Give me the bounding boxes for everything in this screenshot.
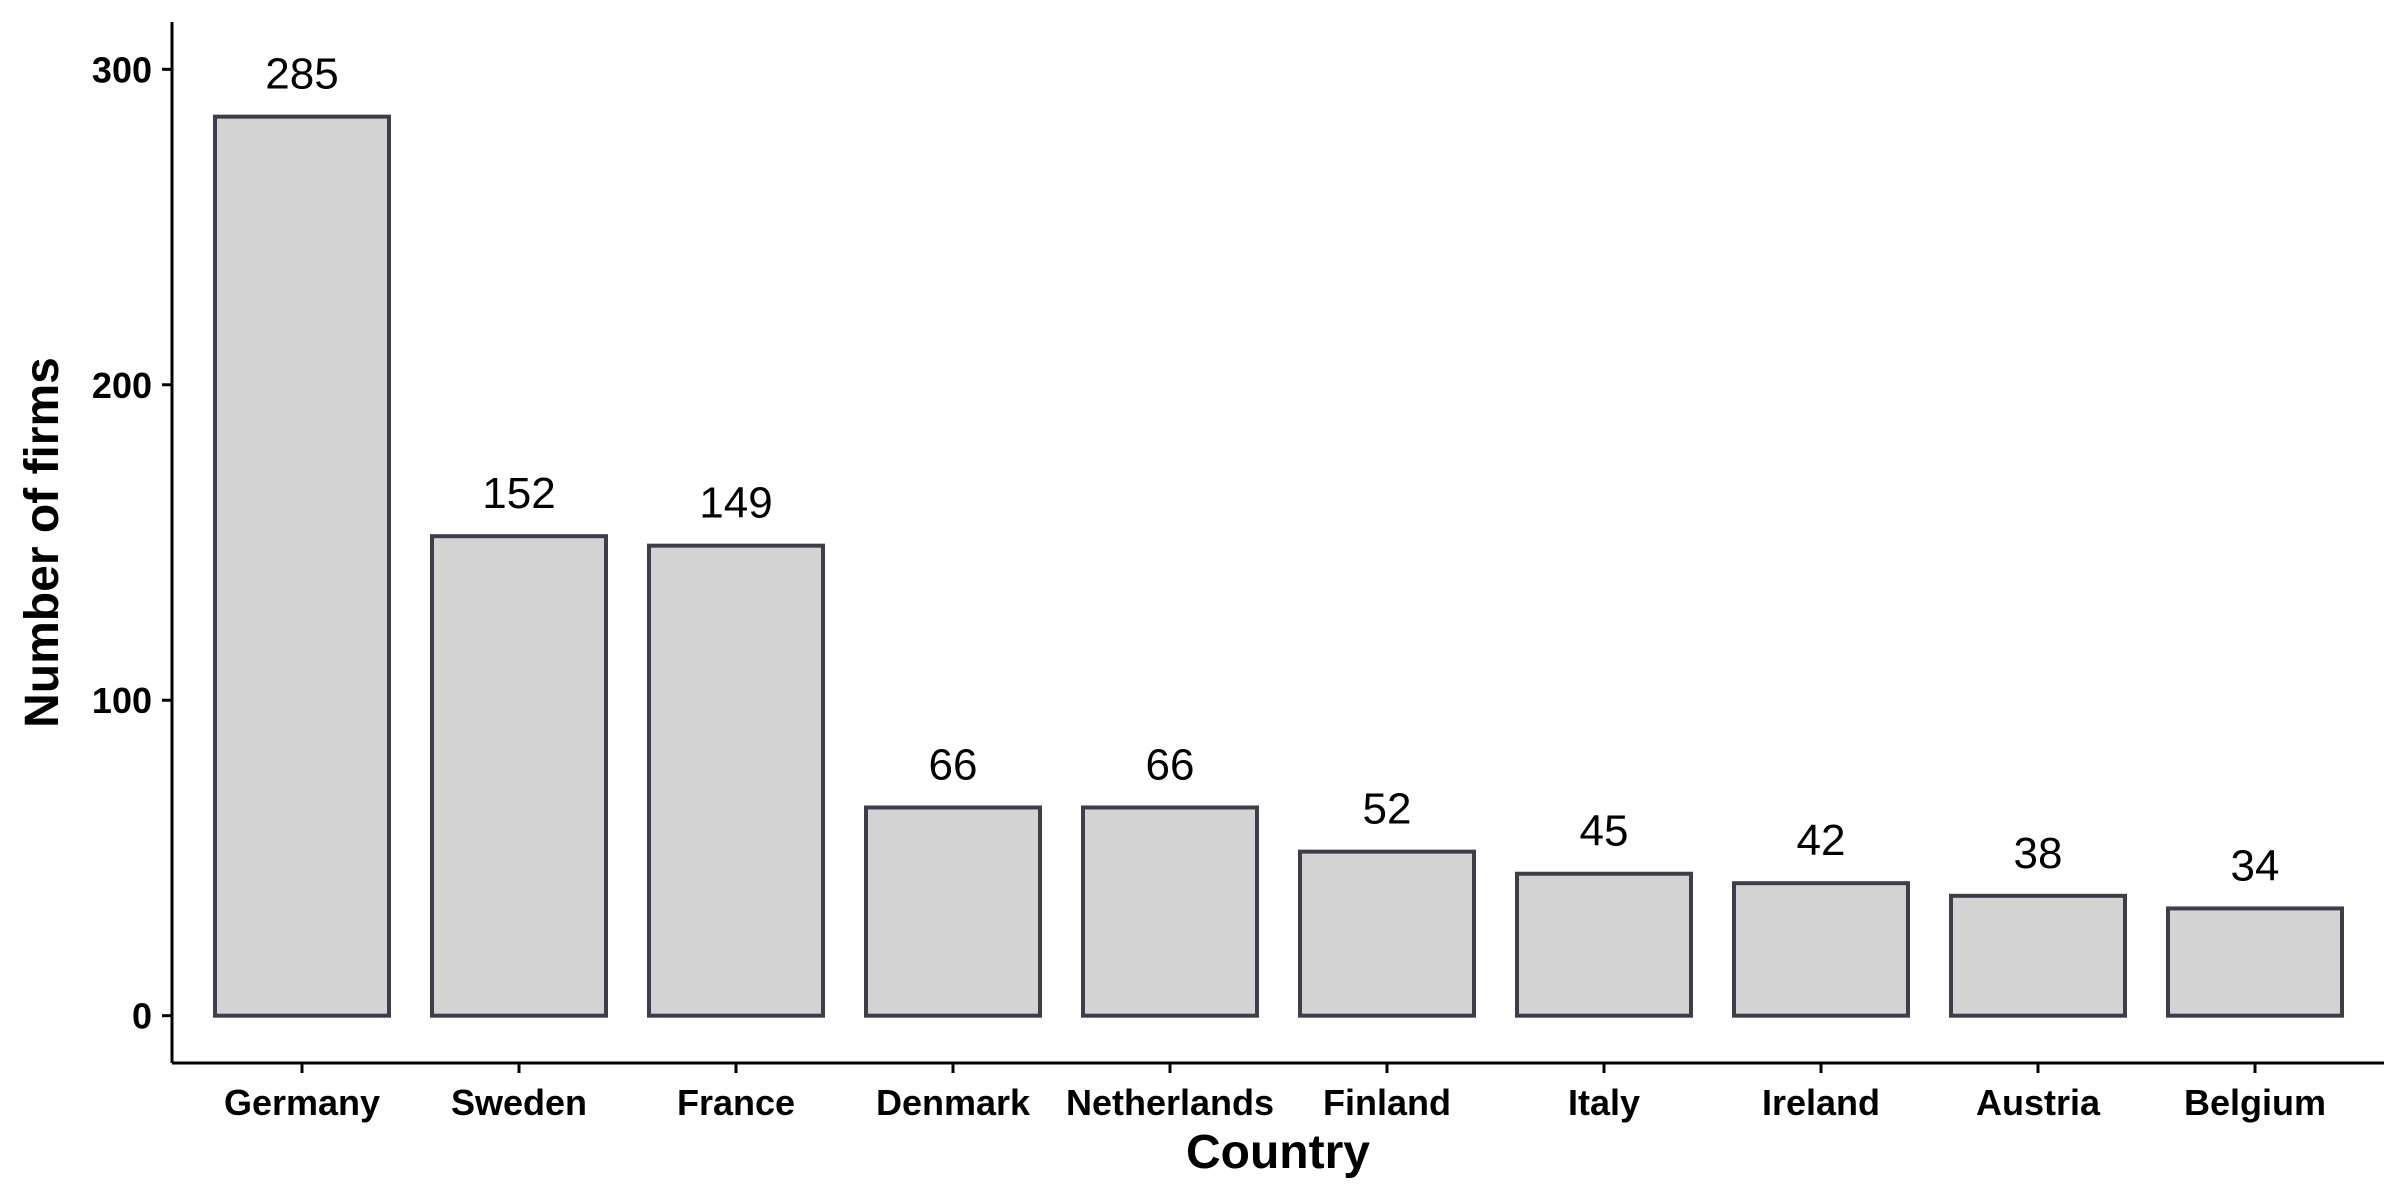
bar-denmark — [864, 805, 1042, 1018]
bar-italy — [1515, 871, 1693, 1018]
data-label-belgium: 34 — [2231, 841, 2280, 890]
data-label-austria: 38 — [2014, 829, 2063, 878]
data-label-ireland: 42 — [1797, 816, 1846, 865]
data-label-finland: 52 — [1363, 785, 1412, 834]
bar-ireland — [1732, 881, 1910, 1018]
bar-sweden — [430, 534, 608, 1018]
bars-group — [213, 114, 2344, 1018]
x-tick-label-belgium: Belgium — [2184, 1082, 2326, 1123]
data-label-denmark: 66 — [929, 740, 978, 789]
data-label-italy: 45 — [1580, 807, 1629, 856]
x-tick-label-ireland: Ireland — [1762, 1082, 1880, 1123]
x-tick-label-austria: Austria — [1976, 1082, 2101, 1123]
data-label-netherlands: 66 — [1146, 740, 1195, 789]
bar-finland — [1298, 849, 1476, 1018]
x-axis-title: Country — [1186, 1126, 1370, 1179]
bar-austria — [1949, 893, 2127, 1018]
y-tick-label-0: 0 — [132, 996, 152, 1037]
y-tick-label-200: 200 — [92, 365, 152, 406]
data-labels-group: 285 152 149 66 66 52 45 42 38 34 — [265, 50, 2279, 891]
data-label-france: 149 — [699, 479, 772, 528]
x-tick-label-germany: Germany — [224, 1082, 380, 1123]
bar-netherlands — [1081, 805, 1259, 1018]
x-tick-label-sweden: Sweden — [451, 1082, 587, 1123]
x-ticks-group: Germany Sweden France Denmark Netherlands Fin… — [224, 1063, 2326, 1123]
y-tick-label-300: 300 — [92, 49, 152, 90]
bar-belgium — [2166, 906, 2344, 1018]
data-label-germany: 285 — [265, 50, 338, 99]
data-label-sweden: 152 — [482, 469, 555, 518]
y-ticks-group: 0 100 200 300 — [92, 49, 172, 1037]
x-tick-label-finland: Finland — [1323, 1082, 1451, 1123]
x-tick-label-france: France — [677, 1082, 795, 1123]
bar-france — [647, 543, 825, 1018]
y-axis-title: Number of firms — [16, 357, 69, 728]
bar-germany — [213, 114, 391, 1018]
x-tick-label-denmark: Denmark — [876, 1082, 1031, 1123]
y-tick-label-100: 100 — [92, 680, 152, 721]
x-tick-label-netherlands: Netherlands — [1066, 1082, 1274, 1123]
x-tick-label-italy: Italy — [1568, 1082, 1640, 1123]
